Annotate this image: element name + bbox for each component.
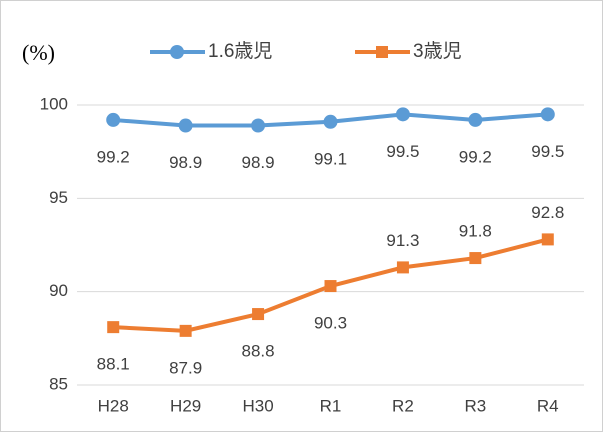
data-point: [107, 321, 120, 334]
data-point: [541, 233, 554, 246]
data-point: [106, 112, 121, 127]
data-label: 99.2: [97, 147, 130, 166]
x-tick-label: R3: [464, 396, 486, 415]
data-label: 98.9: [242, 153, 275, 172]
data-label: 87.9: [169, 358, 202, 377]
legend-label: 3歳児: [413, 40, 462, 62]
data-label: 99.2: [459, 147, 492, 166]
y-tick-label: 90: [49, 281, 68, 300]
x-tick-label: H28: [98, 396, 129, 415]
legend-marker: [376, 46, 388, 58]
legend-marker: [170, 45, 184, 59]
data-label: 88.8: [242, 342, 275, 361]
data-point: [469, 252, 482, 265]
data-point: [323, 114, 338, 129]
data-label: 91.8: [459, 222, 492, 241]
data-label: 99.5: [531, 142, 564, 161]
data-label: 91.3: [386, 231, 419, 250]
x-tick-label: R2: [392, 396, 414, 415]
data-label: 99.5: [386, 142, 419, 161]
data-label: 90.3: [314, 314, 347, 333]
x-tick-label: H29: [170, 396, 201, 415]
data-point: [251, 118, 266, 133]
x-tick-label: R4: [537, 396, 559, 415]
data-label: 98.9: [169, 153, 202, 172]
x-tick-label: H30: [242, 396, 273, 415]
data-label: 92.8: [531, 203, 564, 222]
data-point: [540, 107, 555, 122]
data-point: [395, 107, 410, 122]
data-point: [324, 280, 337, 293]
y-tick-label: 100: [40, 94, 68, 113]
data-label: 88.1: [97, 355, 130, 374]
data-point: [396, 261, 409, 274]
legend-label: 1.6歳児: [208, 40, 272, 62]
y-unit-label: (%): [22, 40, 55, 65]
data-point: [179, 324, 192, 337]
data-label: 99.1: [314, 149, 347, 168]
y-tick-label: 85: [49, 374, 68, 393]
data-point: [252, 308, 265, 321]
data-point: [468, 112, 483, 127]
data-point: [178, 118, 193, 133]
x-tick-label: R1: [320, 396, 342, 415]
y-tick-label: 95: [49, 188, 68, 207]
